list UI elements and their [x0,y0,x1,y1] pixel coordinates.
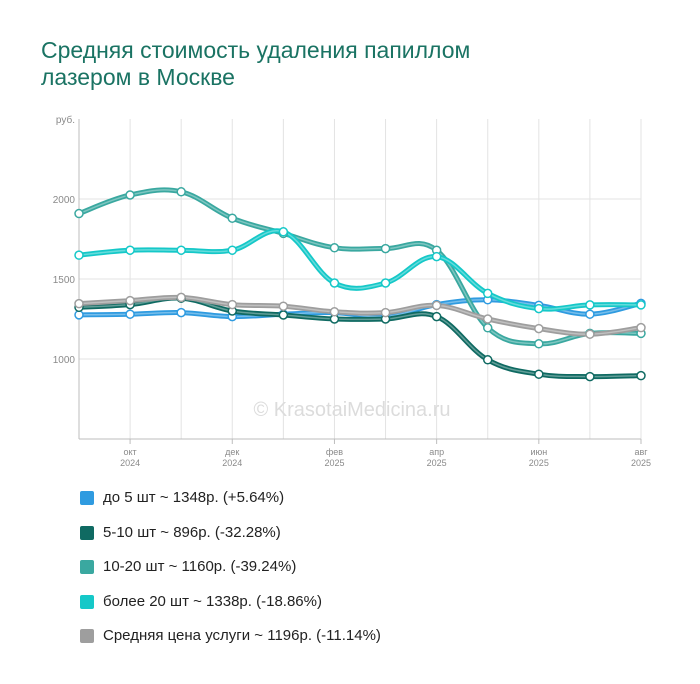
data-point[interactable] [227,245,238,255]
legend-swatch [80,560,94,574]
data-point[interactable] [74,298,84,309]
data-point[interactable] [176,245,186,255]
data-point[interactable] [534,369,544,379]
legend-item[interactable]: 10-20 шт ~ 1160р. (-39.24%) [80,558,381,593]
x-tick-label-year: 2025 [631,458,651,468]
data-point[interactable] [329,243,340,253]
data-point[interactable] [482,323,493,333]
data-point[interactable] [278,301,289,311]
data-point[interactable] [74,250,84,260]
x-tick-label-year: 2025 [324,458,344,468]
chart-title-line-2: лазером в Москве [41,64,235,90]
x-tick-label-month: авг [634,447,648,457]
data-point[interactable] [329,307,340,317]
legend-item[interactable]: более 20 шт ~ 1338р. (-18.86%) [80,593,381,628]
data-point[interactable] [380,307,391,318]
line-chart: © KrasotaiMedicina.ru руб.100015002000ок… [53,114,651,468]
legend-swatch [80,594,94,609]
chart-axes: руб.100015002000окт2024дек2024фев2025апр… [53,114,651,468]
legend-label: 10-20 шт ~ 1160р. (-39.24%) [103,558,297,575]
legend-swatch [80,491,94,505]
chart-grid [78,119,642,439]
x-tick-label-year: 2024 [222,458,242,468]
data-point[interactable] [227,299,238,310]
data-point[interactable] [534,323,544,334]
data-point[interactable] [278,227,289,237]
data-point[interactable] [431,300,442,311]
data-point[interactable] [636,370,646,381]
data-point[interactable] [482,355,493,365]
x-tick-label-month: апр [429,447,444,457]
x-tick-label-year: 2025 [427,458,447,468]
chart-series [76,187,644,380]
x-tick-label-month: окт [124,447,137,457]
data-point[interactable] [176,292,186,303]
data-point[interactable] [534,303,544,314]
data-point[interactable] [380,243,391,254]
legend-label: более 20 шт ~ 1338р. (-18.86%) [103,592,322,610]
data-point[interactable] [125,295,135,306]
legend-swatch [80,525,94,540]
y-axis-unit-label: руб. [56,114,75,126]
x-tick-label-year: 2025 [529,458,549,468]
y-tick-label: 1500 [53,275,76,286]
data-point[interactable] [329,278,340,288]
y-tick-label: 2000 [53,195,76,206]
data-point[interactable] [585,309,595,319]
x-tick-label-month: фев [326,447,343,457]
data-point[interactable] [74,208,84,219]
chart-title-line-1: Средняя стоимость удаления папиллом [41,37,471,63]
y-tick-label: 1000 [53,355,76,366]
data-point[interactable] [431,311,442,322]
data-point[interactable] [534,339,544,349]
x-tick-label-month: дек [225,447,239,457]
legend-label: 5-10 шт ~ 896р. (-32.28%) [103,523,281,541]
data-point[interactable] [380,278,391,288]
legend-label: Средняя цена услуги ~ 1196р. (-11.14%) [103,627,381,644]
data-point[interactable] [431,251,442,262]
chart-points [74,187,646,382]
data-point[interactable] [125,309,135,319]
x-tick-label-year: 2024 [120,458,140,468]
legend-swatch [80,629,94,643]
data-point[interactable] [636,322,646,333]
data-point[interactable] [125,190,135,200]
data-point[interactable] [176,187,186,197]
data-point[interactable] [278,310,289,320]
data-point[interactable] [482,288,493,299]
chart-title: Средняя стоимость удаления папиллом лазе… [41,37,641,91]
x-tick-label-month: июн [530,447,547,457]
data-point[interactable] [585,329,595,339]
chart-legend: до 5 шт ~ 1348р. (+5.64%) 5-10 шт ~ 896р.… [80,489,381,662]
data-point[interactable] [125,245,135,255]
legend-item[interactable]: 5-10 шт ~ 896р. (-32.28%) [80,524,381,559]
data-point[interactable] [585,300,595,310]
data-point[interactable] [176,307,186,318]
data-point[interactable] [482,314,493,324]
legend-label: до 5 шт ~ 1348р. (+5.64%) [103,489,285,506]
legend-item[interactable]: Средняя цена услуги ~ 1196р. (-11.14%) [80,627,381,662]
data-point[interactable] [227,213,238,223]
legend-item[interactable]: до 5 шт ~ 1348р. (+5.64%) [80,489,381,524]
watermark: © KrasotaiMedicina.ru [253,399,450,421]
data-point[interactable] [585,371,595,382]
data-point[interactable] [636,300,646,310]
